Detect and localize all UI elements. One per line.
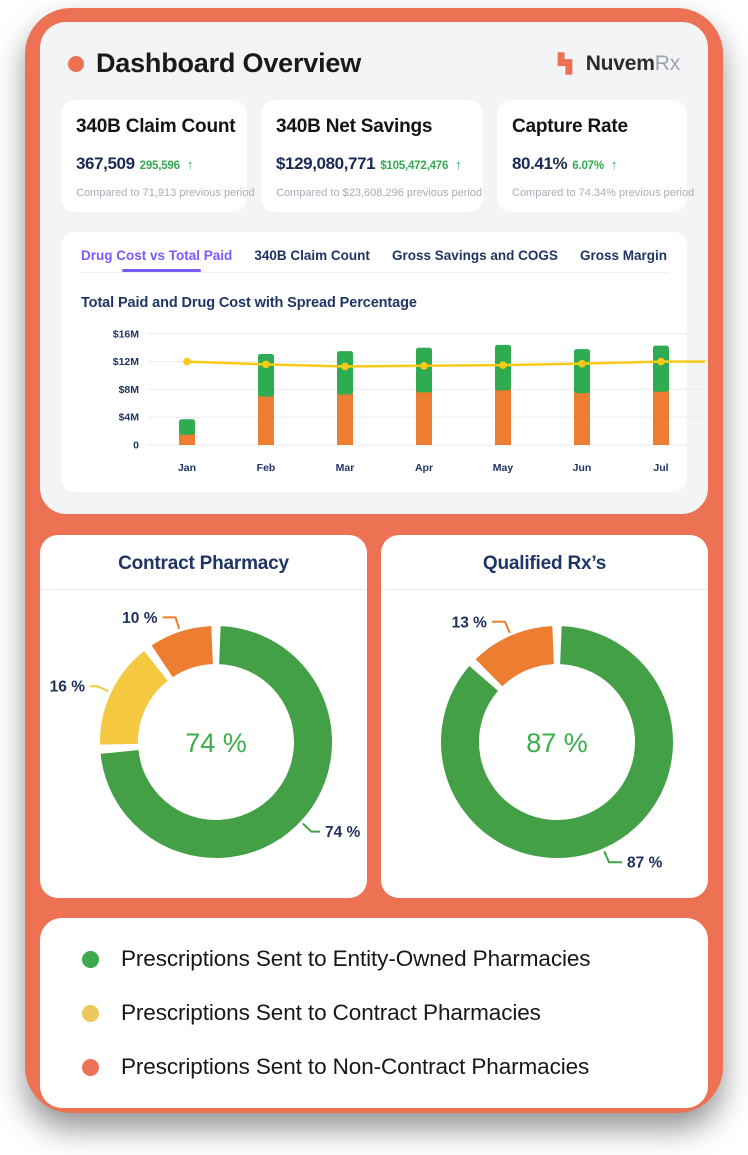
svg-text:13 %: 13 % <box>451 614 487 631</box>
kpi-card-capture-rate: Capture Rate 80.41% 6.07% ↑ Compared to … <box>497 100 695 212</box>
legend-label: Prescriptions Sent to Entity-Owned Pharm… <box>121 946 591 971</box>
overview-panel: Dashboard Overview NuvemRx 340B Claim Co… <box>40 22 708 514</box>
nuvemrx-logo-icon <box>557 52 573 75</box>
svg-text:May: May <box>493 462 514 474</box>
legend-card: Prescriptions Sent to Entity-Owned Pharm… <box>40 918 708 1108</box>
svg-text:10 %: 10 % <box>122 610 158 627</box>
svg-text:87 %: 87 % <box>526 728 588 758</box>
donut-title: Contract Pharmacy <box>118 553 289 574</box>
svg-text:Jan: Jan <box>178 462 196 474</box>
svg-text:$12M: $12M <box>113 356 140 368</box>
tab-drug-cost-vs-total-paid[interactable]: Drug Cost vs Total Paid <box>81 248 232 272</box>
kpi-trend-up-icon: ↑ <box>186 157 194 172</box>
kpi-compare-text: Compared to 74.34% previous period <box>512 187 695 199</box>
svg-text:Mar: Mar <box>336 462 355 474</box>
kpi-title: Capture Rate <box>512 116 628 137</box>
svg-text:$8M: $8M <box>119 384 140 396</box>
kpi-trend-up-icon: ↑ <box>610 157 618 172</box>
yellow-dot-icon <box>82 1004 99 1022</box>
tab-340b-claim-count[interactable]: 340B Claim Count <box>254 248 370 263</box>
chart-tabs: Drug Cost vs Total Paid 340B Claim Count… <box>79 245 669 273</box>
kpi-card-net-savings: 340B Net Savings $129,080,771 $105,472,4… <box>261 100 483 212</box>
divider <box>40 589 367 590</box>
contract-pharmacy-donut-chart: 74 % 16 % 10 % 74 % <box>49 610 361 858</box>
kpi-title: 340B Claim Count <box>76 116 236 137</box>
qualified-rx-card: Qualified Rx’s 87 % 13 % 87 % <box>381 535 708 898</box>
svg-text:Jun: Jun <box>573 462 592 474</box>
kpi-compare-text: Compared to 71,913 previous period <box>76 187 255 199</box>
donut-row: Contract Pharmacy 74 % 16 % 10 % 74 % Quali… <box>40 535 708 898</box>
chart-card: Drug Cost vs Total Paid 340B Claim Count… <box>61 232 705 492</box>
bar-line-chart: $16M $12M $8M $4M 0 Jan Feb Mar Apr May Jun Jul <box>113 328 705 474</box>
logo-text: Nuvem <box>585 51 655 75</box>
kpi-compare-text: Compared to $23,608,296 previous period <box>276 187 483 199</box>
kpi-delta: 295,596 <box>139 160 180 172</box>
svg-text:Apr: Apr <box>415 462 433 474</box>
svg-text:87 %: 87 % <box>627 855 663 872</box>
kpi-value: $129,080,771 <box>276 154 376 173</box>
header-bullet-icon <box>68 55 84 72</box>
kpi-trend-up-icon: ↑ <box>455 157 462 172</box>
donut-title: Qualified Rx’s <box>482 553 607 574</box>
logo-suffix: Rx <box>654 51 680 75</box>
svg-text:$16M: $16M <box>113 328 140 340</box>
legend-label: Prescriptions Sent to Contract Pharmacie… <box>121 1000 541 1025</box>
qualified-rx-donut-chart: 87 % 13 % 87 % <box>440 614 673 872</box>
kpi-title: 340B Net Savings <box>276 116 433 137</box>
header: Dashboard Overview NuvemRx <box>68 48 680 79</box>
orange-dot-icon <box>82 1058 99 1076</box>
legend-item-entity-owned: Prescriptions Sent to Entity-Owned Pharm… <box>82 946 688 972</box>
page-title: Dashboard Overview <box>96 48 362 78</box>
tab-gross-margin[interactable]: Gross Margin <box>579 248 667 263</box>
legend-label: Prescriptions Sent to Non-Contract Pharm… <box>121 1054 590 1079</box>
svg-text:Feb: Feb <box>257 462 276 474</box>
svg-text:Jul: Jul <box>653 462 668 474</box>
contract-pharmacy-card: Contract Pharmacy 74 % 16 % 10 % 74 % <box>40 535 367 898</box>
svg-text:16 %: 16 % <box>49 679 85 696</box>
svg-text:$4M: $4M <box>119 412 140 424</box>
nuvemrx-logo: NuvemRx <box>555 50 680 77</box>
dashboard-frame: Dashboard Overview NuvemRx 340B Claim Co… <box>25 8 723 1113</box>
svg-text:0: 0 <box>133 440 139 452</box>
tab-gross-savings-and-cogs[interactable]: Gross Savings and COGS <box>392 248 558 263</box>
chart-title: Total Paid and Drug Cost with Spread Per… <box>81 295 417 311</box>
kpi-delta: $105,472,476 <box>380 160 449 172</box>
kpi-row: 340B Claim Count 367,509 295,596 ↑ Compa… <box>61 100 695 212</box>
legend-item-contract: Prescriptions Sent to Contract Pharmacie… <box>82 1000 688 1026</box>
svg-text:74 %: 74 % <box>325 824 361 841</box>
divider <box>381 589 708 590</box>
kpi-value: 367,509 <box>76 154 135 173</box>
legend-item-non-contract: Prescriptions Sent to Non-Contract Pharm… <box>82 1054 688 1080</box>
kpi-delta: 6.07% <box>572 160 604 172</box>
green-dot-icon <box>82 950 99 968</box>
svg-text:74 %: 74 % <box>185 728 247 758</box>
kpi-value: 80.41% <box>512 154 568 173</box>
kpi-card-claim-count: 340B Claim Count 367,509 295,596 ↑ Compa… <box>61 100 255 212</box>
